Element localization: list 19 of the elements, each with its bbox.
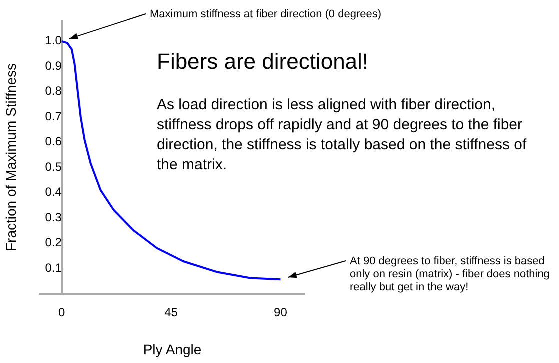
y-tick-label: 0.9 — [45, 58, 62, 73]
y-tick-label: 0.6 — [45, 134, 62, 149]
annotation: At 90 degrees to fiber, stiffness is based only on resin (matrix) - fiber does nothing really but get in the way! — [350, 256, 550, 294]
y-tick-label: 0.3 — [45, 210, 62, 224]
x-tick-label: 45 — [164, 305, 178, 320]
x-tick-label: 0 — [58, 305, 66, 320]
annotation: Maximum stiffness at fiber direction (0 degrees) — [150, 8, 382, 21]
x-axis-title: Ply Angle — [143, 341, 202, 358]
y-tick-label: 0.8 — [45, 84, 62, 98]
y-tick-label: 0.1 — [45, 260, 62, 275]
y-tick-label: 1.0 — [45, 34, 62, 48]
y-axis-title: Fraction of Maximum Stiffness — [2, 63, 19, 252]
y-tick-label: 0.4 — [45, 185, 62, 200]
x-tick-label: 90 — [274, 305, 288, 320]
y-tick-label: 0.5 — [45, 160, 62, 174]
y-tick-label: 0.2 — [45, 236, 62, 250]
y-tick-label: 0.7 — [45, 109, 62, 124]
annotation: As load direction is less aligned with fiber direction, stiffness drops off rapidly and at 90 degrees to the fiber direction, the stiffness is totally based on the stiffness of the matrix. — [157, 96, 528, 174]
text: Fibers are directional! — [157, 49, 369, 74]
